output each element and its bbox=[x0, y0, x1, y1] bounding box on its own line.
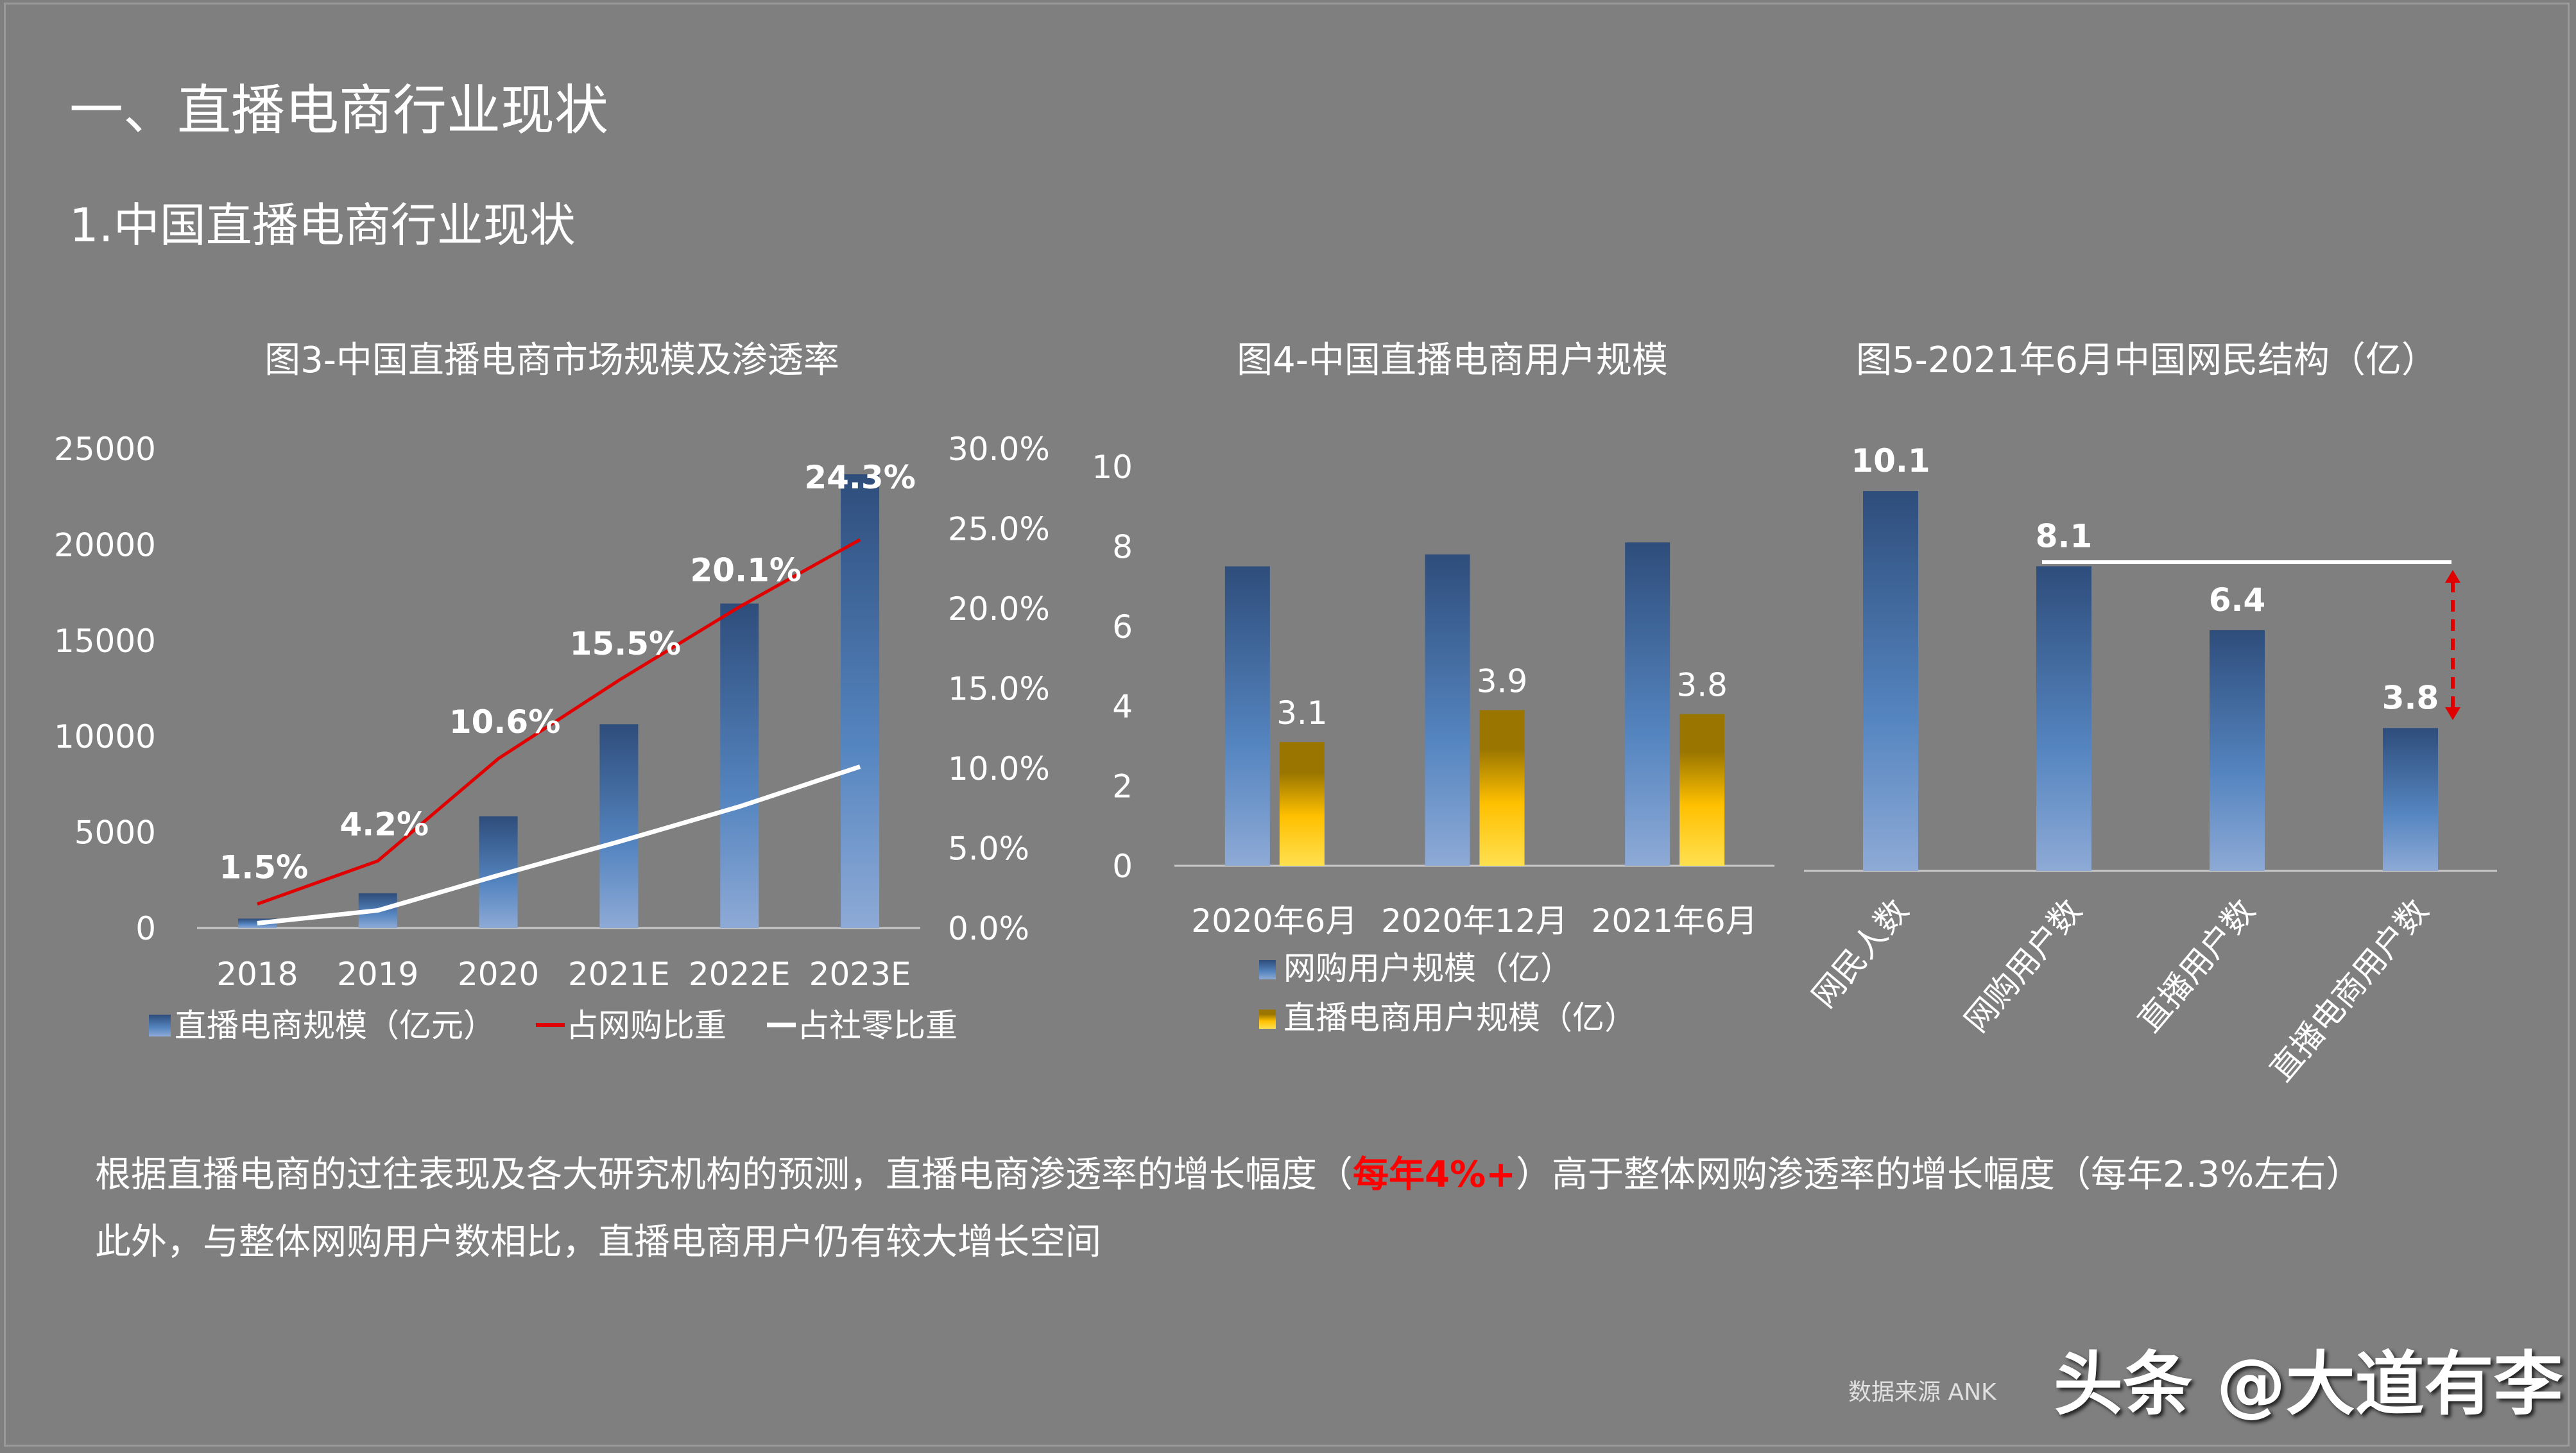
legend-label: 占社零比重 bbox=[797, 1007, 957, 1044]
bar-market-size bbox=[841, 474, 880, 928]
y-tick: 0 bbox=[1112, 848, 1133, 885]
x-tick: 网购用户数 bbox=[1957, 892, 2089, 1039]
x-tick: 2020年6月 bbox=[1191, 902, 1357, 940]
slide-title: 一、直播电商行业现状 bbox=[69, 79, 609, 142]
chart-title: 图4-中国直播电商用户规模 bbox=[1237, 340, 1668, 381]
y-right-tick: 10.0% bbox=[948, 750, 1050, 787]
y-left-tick: 25000 bbox=[54, 431, 156, 468]
bar-online-users bbox=[1625, 542, 1670, 866]
bar-netizen bbox=[2383, 728, 2438, 871]
y-left-tick: 20000 bbox=[54, 526, 156, 563]
y-right-tick: 0.0% bbox=[948, 910, 1029, 947]
legend-label: 占网购比重 bbox=[566, 1007, 726, 1044]
data-label: 10.6% bbox=[449, 703, 560, 741]
data-label: 6.4 bbox=[2209, 581, 2266, 619]
x-tick: 2021年6月 bbox=[1592, 902, 1758, 940]
bar-market-size bbox=[720, 603, 759, 928]
data-label: 15.5% bbox=[570, 625, 681, 662]
bar-online-users bbox=[1224, 566, 1270, 866]
y-tick: 2 bbox=[1112, 768, 1133, 805]
data-label: 3.8 bbox=[2382, 679, 2439, 716]
legend-swatch bbox=[1259, 1010, 1276, 1029]
chart-market-size: 图3-中国直播电商市场规模及渗透率 0 5000 10000 15000 20000 250… bbox=[54, 340, 1050, 1044]
y-tick: 6 bbox=[1112, 608, 1133, 646]
bar-live-users bbox=[1679, 714, 1725, 866]
y-left-tick: 15000 bbox=[54, 623, 156, 660]
legend-label: 直播电商用户规模（亿） bbox=[1284, 999, 1636, 1036]
data-label: 1.5% bbox=[219, 849, 309, 886]
x-tick: 2021E bbox=[568, 956, 670, 993]
data-label: 3.1 bbox=[1276, 694, 1328, 732]
y-right-tick: 15.0% bbox=[948, 671, 1050, 708]
paragraph-line-1: 根据直播电商的过往表现及各大研究机构的预测，直播电商渗透率的增长幅度（每年4%+… bbox=[95, 1146, 2362, 1198]
arrow-up-icon bbox=[2445, 570, 2460, 583]
x-tick: 2020 bbox=[458, 956, 539, 993]
x-tick: 网民人数 bbox=[1805, 892, 1916, 1014]
chart-user-scale: 图4-中国直播电商用户规模 0 2 4 6 8 10 2020年6月 2020年12月 2021年… bbox=[1092, 340, 1774, 1036]
x-tick: 2023E bbox=[809, 956, 911, 993]
y-tick: 10 bbox=[1092, 449, 1133, 486]
legend-label: 网购用户规模（亿） bbox=[1284, 950, 1572, 987]
x-tick: 直播电商用户数 bbox=[2263, 892, 2435, 1088]
legend-swatch-bar bbox=[149, 1015, 171, 1036]
chart-title: 图3-中国直播电商市场规模及渗透率 bbox=[264, 340, 839, 381]
para-text: 根据直播电商的过往表现及各大研究机构的预测，直播电商渗透率的增长幅度（ bbox=[95, 1154, 1353, 1196]
chart-netizen-structure: 图5-2021年6月中国网民结构（亿） 10.1 网民人数 8.1 网购用户数 6.4 直播… bbox=[1804, 340, 2497, 1088]
bar-market-size bbox=[599, 724, 639, 928]
x-tick: 2019 bbox=[337, 956, 418, 993]
x-tick: 2022E bbox=[689, 956, 791, 993]
line-retail-share bbox=[257, 764, 861, 926]
y-left-tick: 0 bbox=[135, 910, 156, 947]
data-label: 8.1 bbox=[2036, 517, 2093, 555]
bar-netizen bbox=[2036, 566, 2091, 871]
x-tick: 2020年12月 bbox=[1381, 902, 1568, 940]
legend-label: 直播电商规模（亿元） bbox=[175, 1007, 495, 1044]
y-tick: 4 bbox=[1112, 688, 1133, 725]
data-label: 3.8 bbox=[1676, 667, 1728, 704]
bar-netizen bbox=[1863, 491, 1918, 871]
slide-frame bbox=[4, 3, 2570, 1447]
bar-online-users bbox=[1425, 554, 1470, 866]
bar-live-users bbox=[1479, 710, 1525, 866]
legend-swatch bbox=[1259, 960, 1276, 979]
paragraph-line-2: 此外，与整体网购用户数相比，直播电商用户仍有较大增长空间 bbox=[95, 1221, 1101, 1263]
source-note: 数据来源 ANK bbox=[1848, 1379, 1996, 1406]
y-right-tick: 20.0% bbox=[948, 590, 1050, 628]
line-online-share bbox=[257, 538, 861, 906]
data-label: 4.2% bbox=[339, 805, 429, 843]
y-right-tick: 30.0% bbox=[948, 431, 1050, 468]
y-tick: 8 bbox=[1112, 528, 1133, 565]
x-tick: 2018 bbox=[216, 956, 298, 993]
data-label: 10.1 bbox=[1851, 442, 1930, 479]
y-left-tick: 5000 bbox=[74, 814, 156, 852]
y-right-tick: 5.0% bbox=[948, 830, 1029, 868]
bar-live-users bbox=[1279, 742, 1325, 866]
data-label: 20.1% bbox=[691, 552, 802, 589]
arrow-down-icon bbox=[2445, 707, 2460, 720]
para-highlight: 每年4%+ bbox=[1353, 1154, 1516, 1196]
bar-netizen bbox=[2210, 630, 2265, 871]
data-label: 24.3% bbox=[804, 459, 915, 496]
data-label: 3.9 bbox=[1477, 662, 1528, 700]
para-text: ）高于整体网购渗透率的增长幅度（每年2.3%左右） bbox=[1516, 1154, 2362, 1196]
y-left-tick: 10000 bbox=[54, 718, 156, 755]
section-subtitle: 1.中国直播电商行业现状 bbox=[69, 198, 576, 252]
x-tick: 直播用户数 bbox=[2131, 892, 2262, 1039]
y-right-tick: 25.0% bbox=[948, 511, 1050, 548]
chart-title: 图5-2021年6月中国网民结构（亿） bbox=[1856, 340, 2437, 381]
watermark: 头条 @大道有李 bbox=[2054, 1345, 2563, 1425]
